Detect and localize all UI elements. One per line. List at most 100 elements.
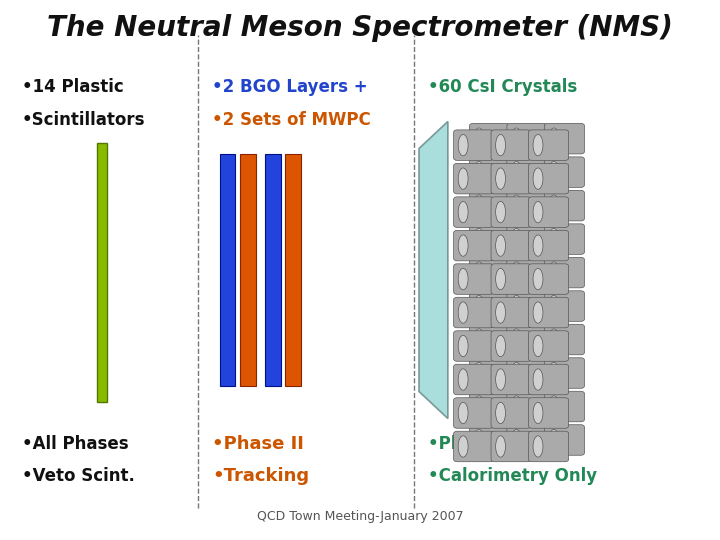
- Ellipse shape: [474, 128, 484, 150]
- Ellipse shape: [474, 396, 484, 417]
- Ellipse shape: [495, 168, 505, 190]
- Ellipse shape: [533, 235, 543, 256]
- FancyBboxPatch shape: [544, 191, 585, 221]
- Ellipse shape: [495, 268, 505, 290]
- Bar: [265, 154, 281, 386]
- FancyBboxPatch shape: [544, 157, 585, 187]
- Ellipse shape: [495, 235, 505, 256]
- Ellipse shape: [458, 369, 468, 390]
- FancyBboxPatch shape: [491, 298, 531, 328]
- Ellipse shape: [495, 335, 505, 357]
- FancyBboxPatch shape: [491, 264, 531, 294]
- FancyBboxPatch shape: [507, 291, 547, 321]
- Ellipse shape: [458, 302, 468, 323]
- Text: •Scintillators: •Scintillators: [22, 111, 145, 129]
- FancyBboxPatch shape: [454, 364, 494, 395]
- Ellipse shape: [511, 429, 521, 451]
- FancyBboxPatch shape: [454, 298, 494, 328]
- FancyBboxPatch shape: [528, 164, 569, 194]
- FancyBboxPatch shape: [469, 191, 510, 221]
- Ellipse shape: [533, 402, 543, 424]
- Ellipse shape: [549, 262, 559, 284]
- Ellipse shape: [511, 128, 521, 150]
- FancyBboxPatch shape: [507, 325, 547, 355]
- Ellipse shape: [458, 235, 468, 256]
- Ellipse shape: [458, 168, 468, 190]
- FancyBboxPatch shape: [454, 331, 494, 361]
- FancyBboxPatch shape: [469, 392, 510, 422]
- Ellipse shape: [549, 295, 559, 317]
- FancyBboxPatch shape: [507, 157, 547, 187]
- Text: •Phase I: •Phase I: [428, 435, 507, 453]
- FancyBboxPatch shape: [454, 431, 494, 462]
- FancyBboxPatch shape: [491, 331, 531, 361]
- Ellipse shape: [495, 436, 505, 457]
- FancyBboxPatch shape: [507, 392, 547, 422]
- Ellipse shape: [495, 134, 505, 156]
- FancyBboxPatch shape: [469, 157, 510, 187]
- Ellipse shape: [474, 429, 484, 451]
- Text: •Tracking: •Tracking: [212, 467, 310, 485]
- FancyBboxPatch shape: [544, 124, 585, 154]
- FancyBboxPatch shape: [454, 231, 494, 261]
- Ellipse shape: [511, 295, 521, 317]
- FancyBboxPatch shape: [491, 197, 531, 227]
- FancyBboxPatch shape: [528, 298, 569, 328]
- FancyBboxPatch shape: [469, 291, 510, 321]
- Text: •Veto Scint.: •Veto Scint.: [22, 467, 135, 485]
- Ellipse shape: [474, 329, 484, 350]
- FancyBboxPatch shape: [491, 398, 531, 428]
- Ellipse shape: [549, 396, 559, 417]
- FancyBboxPatch shape: [491, 364, 531, 395]
- FancyBboxPatch shape: [544, 392, 585, 422]
- Ellipse shape: [533, 201, 543, 223]
- FancyBboxPatch shape: [544, 325, 585, 355]
- Ellipse shape: [549, 128, 559, 150]
- Bar: [220, 154, 235, 386]
- Ellipse shape: [474, 295, 484, 317]
- Ellipse shape: [458, 268, 468, 290]
- Ellipse shape: [458, 134, 468, 156]
- FancyBboxPatch shape: [454, 197, 494, 227]
- Text: •Calorimetry Only: •Calorimetry Only: [428, 467, 598, 485]
- Ellipse shape: [511, 396, 521, 417]
- Ellipse shape: [458, 201, 468, 223]
- Ellipse shape: [511, 195, 521, 217]
- FancyBboxPatch shape: [454, 398, 494, 428]
- Ellipse shape: [495, 402, 505, 424]
- Bar: [97, 143, 107, 402]
- Ellipse shape: [511, 262, 521, 284]
- Ellipse shape: [474, 262, 484, 284]
- Ellipse shape: [495, 369, 505, 390]
- FancyBboxPatch shape: [491, 431, 531, 462]
- FancyBboxPatch shape: [491, 130, 531, 160]
- Ellipse shape: [549, 429, 559, 451]
- FancyBboxPatch shape: [507, 124, 547, 154]
- Bar: [240, 154, 256, 386]
- Polygon shape: [419, 122, 448, 418]
- FancyBboxPatch shape: [507, 425, 547, 455]
- Ellipse shape: [511, 161, 521, 183]
- Text: •14 Plastic: •14 Plastic: [22, 78, 123, 96]
- FancyBboxPatch shape: [469, 358, 510, 388]
- Text: •60 CsI Crystals: •60 CsI Crystals: [428, 78, 577, 96]
- FancyBboxPatch shape: [544, 291, 585, 321]
- FancyBboxPatch shape: [454, 164, 494, 194]
- Ellipse shape: [458, 402, 468, 424]
- FancyBboxPatch shape: [507, 358, 547, 388]
- Ellipse shape: [533, 369, 543, 390]
- Bar: [285, 154, 301, 386]
- FancyBboxPatch shape: [491, 231, 531, 261]
- Ellipse shape: [474, 362, 484, 384]
- FancyBboxPatch shape: [454, 130, 494, 160]
- Ellipse shape: [549, 329, 559, 350]
- Ellipse shape: [533, 268, 543, 290]
- Text: The Neutral Meson Spectrometer (NMS): The Neutral Meson Spectrometer (NMS): [47, 14, 673, 42]
- Ellipse shape: [511, 228, 521, 250]
- Ellipse shape: [511, 329, 521, 350]
- FancyBboxPatch shape: [528, 431, 569, 462]
- FancyBboxPatch shape: [507, 224, 547, 254]
- FancyBboxPatch shape: [544, 358, 585, 388]
- Ellipse shape: [458, 335, 468, 357]
- Ellipse shape: [495, 302, 505, 323]
